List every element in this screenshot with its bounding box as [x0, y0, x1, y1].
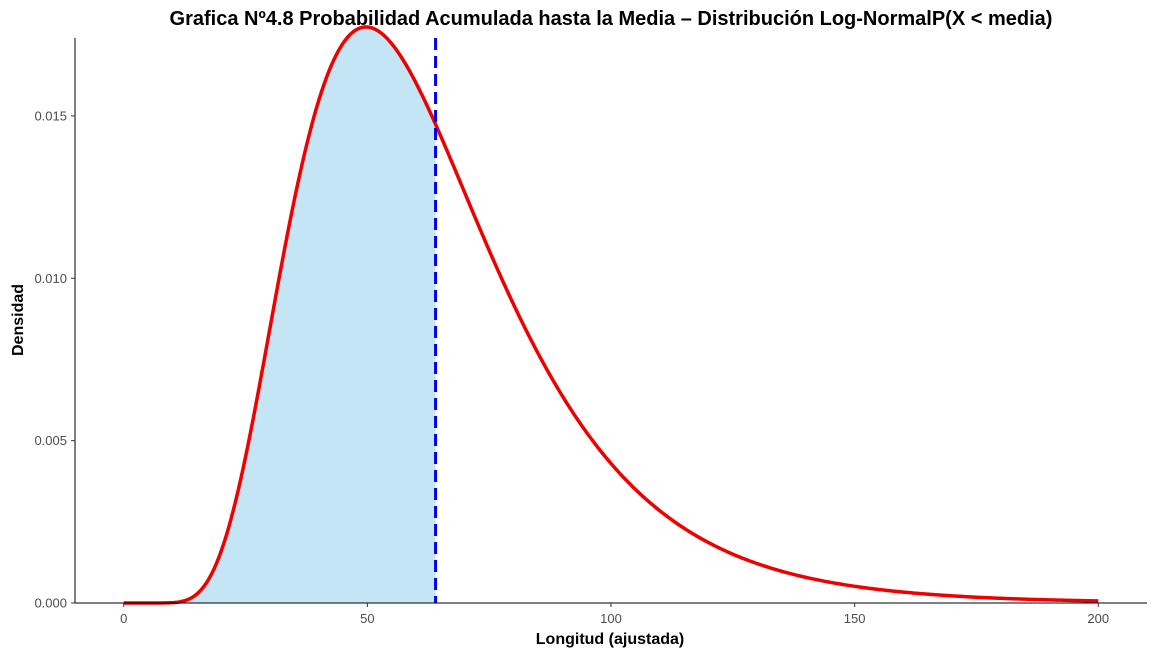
x-tick-label: 200: [1087, 611, 1109, 626]
y-tick-label: 0.015: [34, 108, 67, 123]
y-axis-title: Densidad: [10, 284, 27, 356]
y-tick-label: 0.000: [34, 596, 67, 611]
x-axis-title: Longitud (ajustada): [536, 631, 684, 648]
curve-layer: [123, 25, 1099, 605]
y-tick-label: 0.010: [34, 271, 67, 286]
x-tick-label: 100: [600, 611, 622, 626]
x-tick-label: 150: [844, 611, 866, 626]
ticks-layer: 0 50 100 150 200 0.000 0.005 0.010 0.015: [34, 108, 1109, 626]
area-layer: [123, 26, 436, 603]
chart-title: Grafica Nº4.8 Probabilidad Acumulada has…: [169, 8, 1053, 30]
x-tick-label: 50: [360, 611, 374, 626]
shaded-area: [123, 26, 436, 603]
y-tick-label: 0.005: [34, 433, 67, 448]
density-curve: [123, 25, 1099, 605]
x-tick-label: 0: [120, 611, 127, 626]
